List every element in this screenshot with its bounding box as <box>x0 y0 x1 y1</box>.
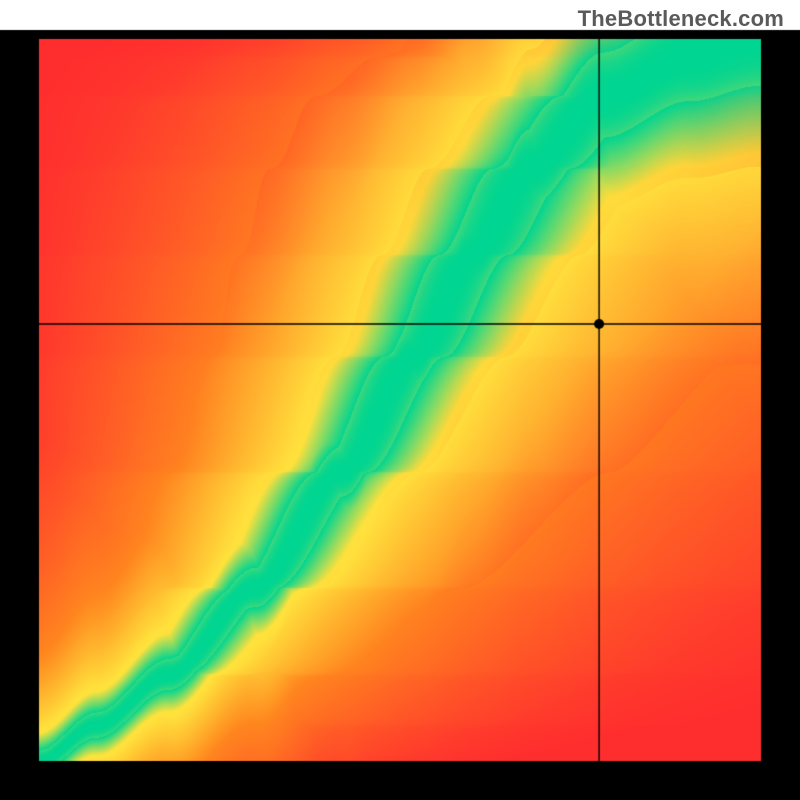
chart-container: TheBottleneck.com <box>0 0 800 800</box>
bottleneck-heatmap-canvas <box>0 0 800 800</box>
watermark-text: TheBottleneck.com <box>578 6 784 32</box>
